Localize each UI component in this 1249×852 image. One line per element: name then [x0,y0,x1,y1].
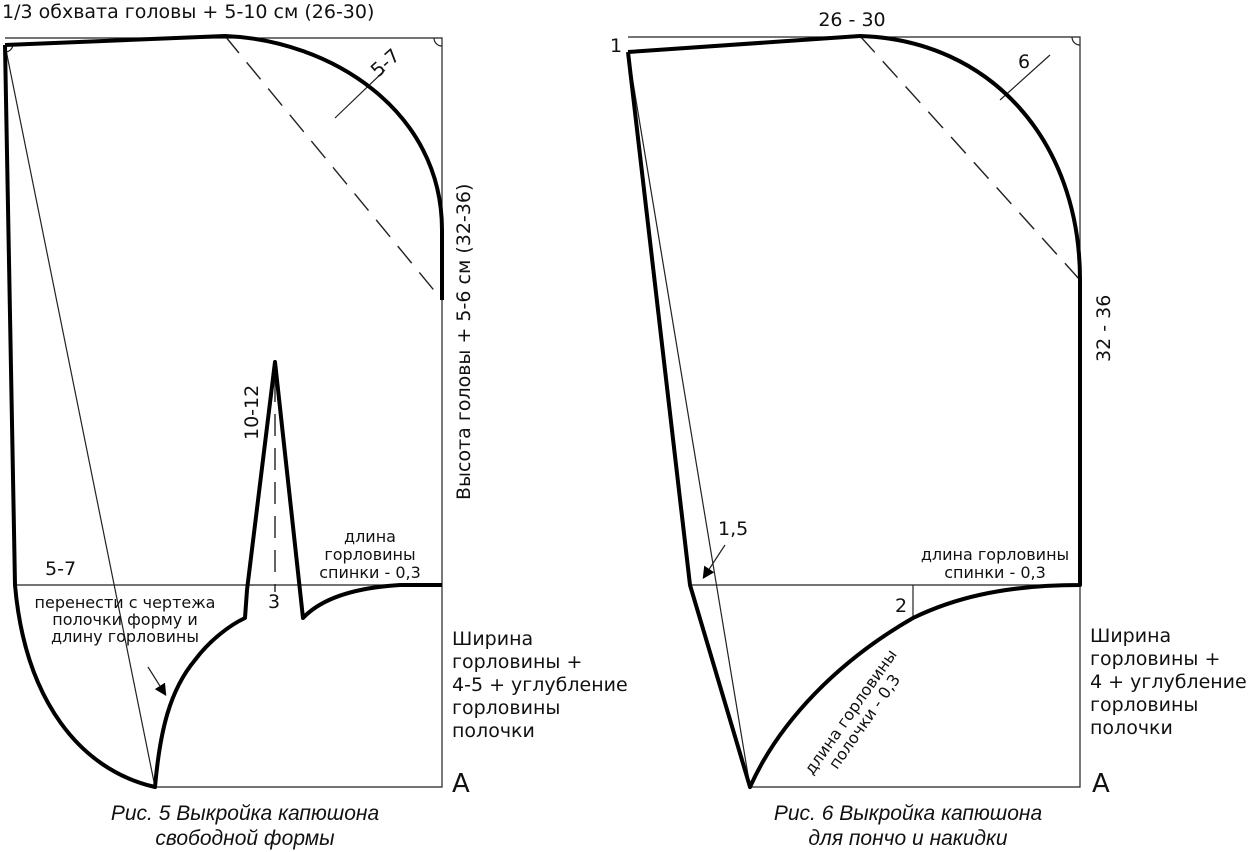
caption: свободной формы [155,827,335,850]
hood-outline [3,34,444,789]
label: 5-7 [367,45,405,82]
label: A [452,769,470,799]
label: 32 - 36 [1093,295,1115,362]
line: длина горловины [800,646,901,778]
label: 2 [895,595,907,617]
line: 4 + углубление [1090,671,1247,693]
label: 3 [268,591,280,613]
line: спинки - 0,3 [944,563,1046,582]
label: 1,5 [718,518,748,540]
label: A [1092,769,1110,799]
caption: Рис. 6 Выкройка капюшона [774,802,1042,825]
arrow [702,544,726,580]
arrow [147,666,167,697]
hood-outline [626,34,1082,789]
line: горловины + [452,651,582,673]
angle-mark [4,37,443,53]
line: длину горловины [51,627,199,646]
line: полочки [452,720,535,742]
label: 6 [1018,51,1030,73]
line: полочки [1090,717,1173,739]
line: длина горловины [921,545,1069,564]
line: перенести с чертежа [35,593,216,612]
line: горловины [324,545,415,564]
measure-line [334,69,386,119]
frame [628,36,1081,788]
label: 1 [610,35,622,57]
front-neck-label: длина горловины полочки - 0,3 [800,646,904,778]
line: Ширина [452,628,533,650]
diagonal [4,44,156,788]
label: 1/3 обхвата головы + 5-10 см (26-30) [2,1,374,23]
line: 4-5 + углубление [452,674,628,696]
caption: Рис. 5 Выкройка капюшона [111,802,379,825]
line: полочки форму и [52,610,198,629]
figure-5: 1/3 обхвата головы + 5-10 см (26-30) 5-7… [2,1,628,850]
angle-mark [1071,36,1081,46]
line: горловины [452,697,560,719]
label: 10-12 [241,385,263,440]
line: длина [344,527,396,546]
line: горловины [1090,694,1198,716]
frame [5,37,443,788]
caption: для пончо и накидки [808,827,1008,850]
label: 5-7 [45,558,76,580]
back-neck-label: длина горловины спинки - 0,3 [319,527,421,582]
diagonal [627,51,751,788]
label: Высота головы + 5-6 см (32-36) [453,184,475,500]
line: горловины + [1090,648,1220,670]
line: спинки - 0,3 [319,563,421,582]
label: 26 - 30 [818,9,885,31]
dashed-line [859,35,1081,281]
dashed-line [224,35,443,301]
figure-6: 1 26 - 30 6 32 - 36 1,5 длина горловины … [610,9,1247,850]
line: Ширина [1090,625,1171,647]
measure-line [999,54,1051,101]
